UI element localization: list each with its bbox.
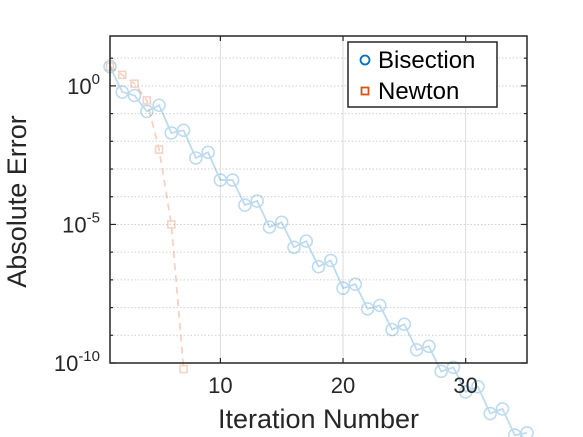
data-point [520, 426, 534, 437]
legend-box [347, 41, 498, 108]
data-point [115, 85, 130, 99]
legend-marker-bisection [359, 54, 371, 66]
data-point [213, 173, 228, 187]
data-point [154, 145, 164, 154]
y-axis-label: Absolute Error [2, 115, 32, 288]
series-bisection [103, 59, 534, 437]
data-point [348, 277, 363, 291]
data-point [434, 364, 448, 379]
data-point [225, 173, 240, 187]
data-point [274, 215, 289, 230]
y-tick-label: 100 [67, 71, 100, 99]
data-point [262, 220, 277, 234]
data-point [164, 126, 179, 140]
data-point [323, 253, 338, 268]
data-point [458, 385, 473, 399]
data-point [139, 104, 154, 119]
tick-labels: 10 20 30 100 10-5 10-10 [54, 71, 478, 398]
data-point [483, 406, 498, 421]
data-point [167, 220, 176, 229]
data-point [176, 123, 191, 138]
legend-label-newton: Newton [378, 78, 459, 105]
series-line [109, 66, 528, 437]
data-point [299, 234, 314, 248]
axes-box [109, 35, 528, 364]
y-tick-label: 10-5 [62, 209, 100, 237]
y-tick-label: 10-10 [54, 348, 100, 376]
legend: Bisection Newton [347, 41, 498, 108]
data-point [409, 342, 424, 357]
data-point [373, 298, 387, 313]
x-tick-label: 10 [208, 373, 232, 398]
data-point [117, 70, 127, 80]
data-point [311, 259, 326, 274]
data-point [189, 151, 203, 165]
x-tick-label: 30 [453, 373, 477, 398]
data-point [471, 379, 485, 394]
data-point [507, 428, 522, 437]
data-point [495, 402, 510, 416]
axes [109, 35, 528, 364]
legend-label-bisection: Bisection [378, 47, 475, 74]
data-point [127, 88, 142, 103]
data-point [152, 98, 166, 113]
series-newton [105, 62, 188, 374]
data-point [385, 322, 399, 337]
data-point [397, 317, 412, 332]
series-line [109, 65, 185, 370]
series-layer [103, 59, 534, 437]
x-tick-label: 20 [331, 373, 355, 398]
data-point [422, 339, 436, 354]
data-point [179, 364, 188, 374]
data-point [360, 302, 375, 316]
data-point [446, 360, 461, 375]
data-point [250, 194, 264, 208]
data-point [287, 240, 301, 255]
legend-marker-newton [360, 86, 370, 96]
data-point [201, 145, 215, 160]
x-axis-label: Iteration Number [218, 404, 419, 434]
data-point [130, 79, 139, 88]
data-point [142, 96, 152, 105]
data-point [336, 281, 350, 296]
data-point [238, 198, 252, 212]
